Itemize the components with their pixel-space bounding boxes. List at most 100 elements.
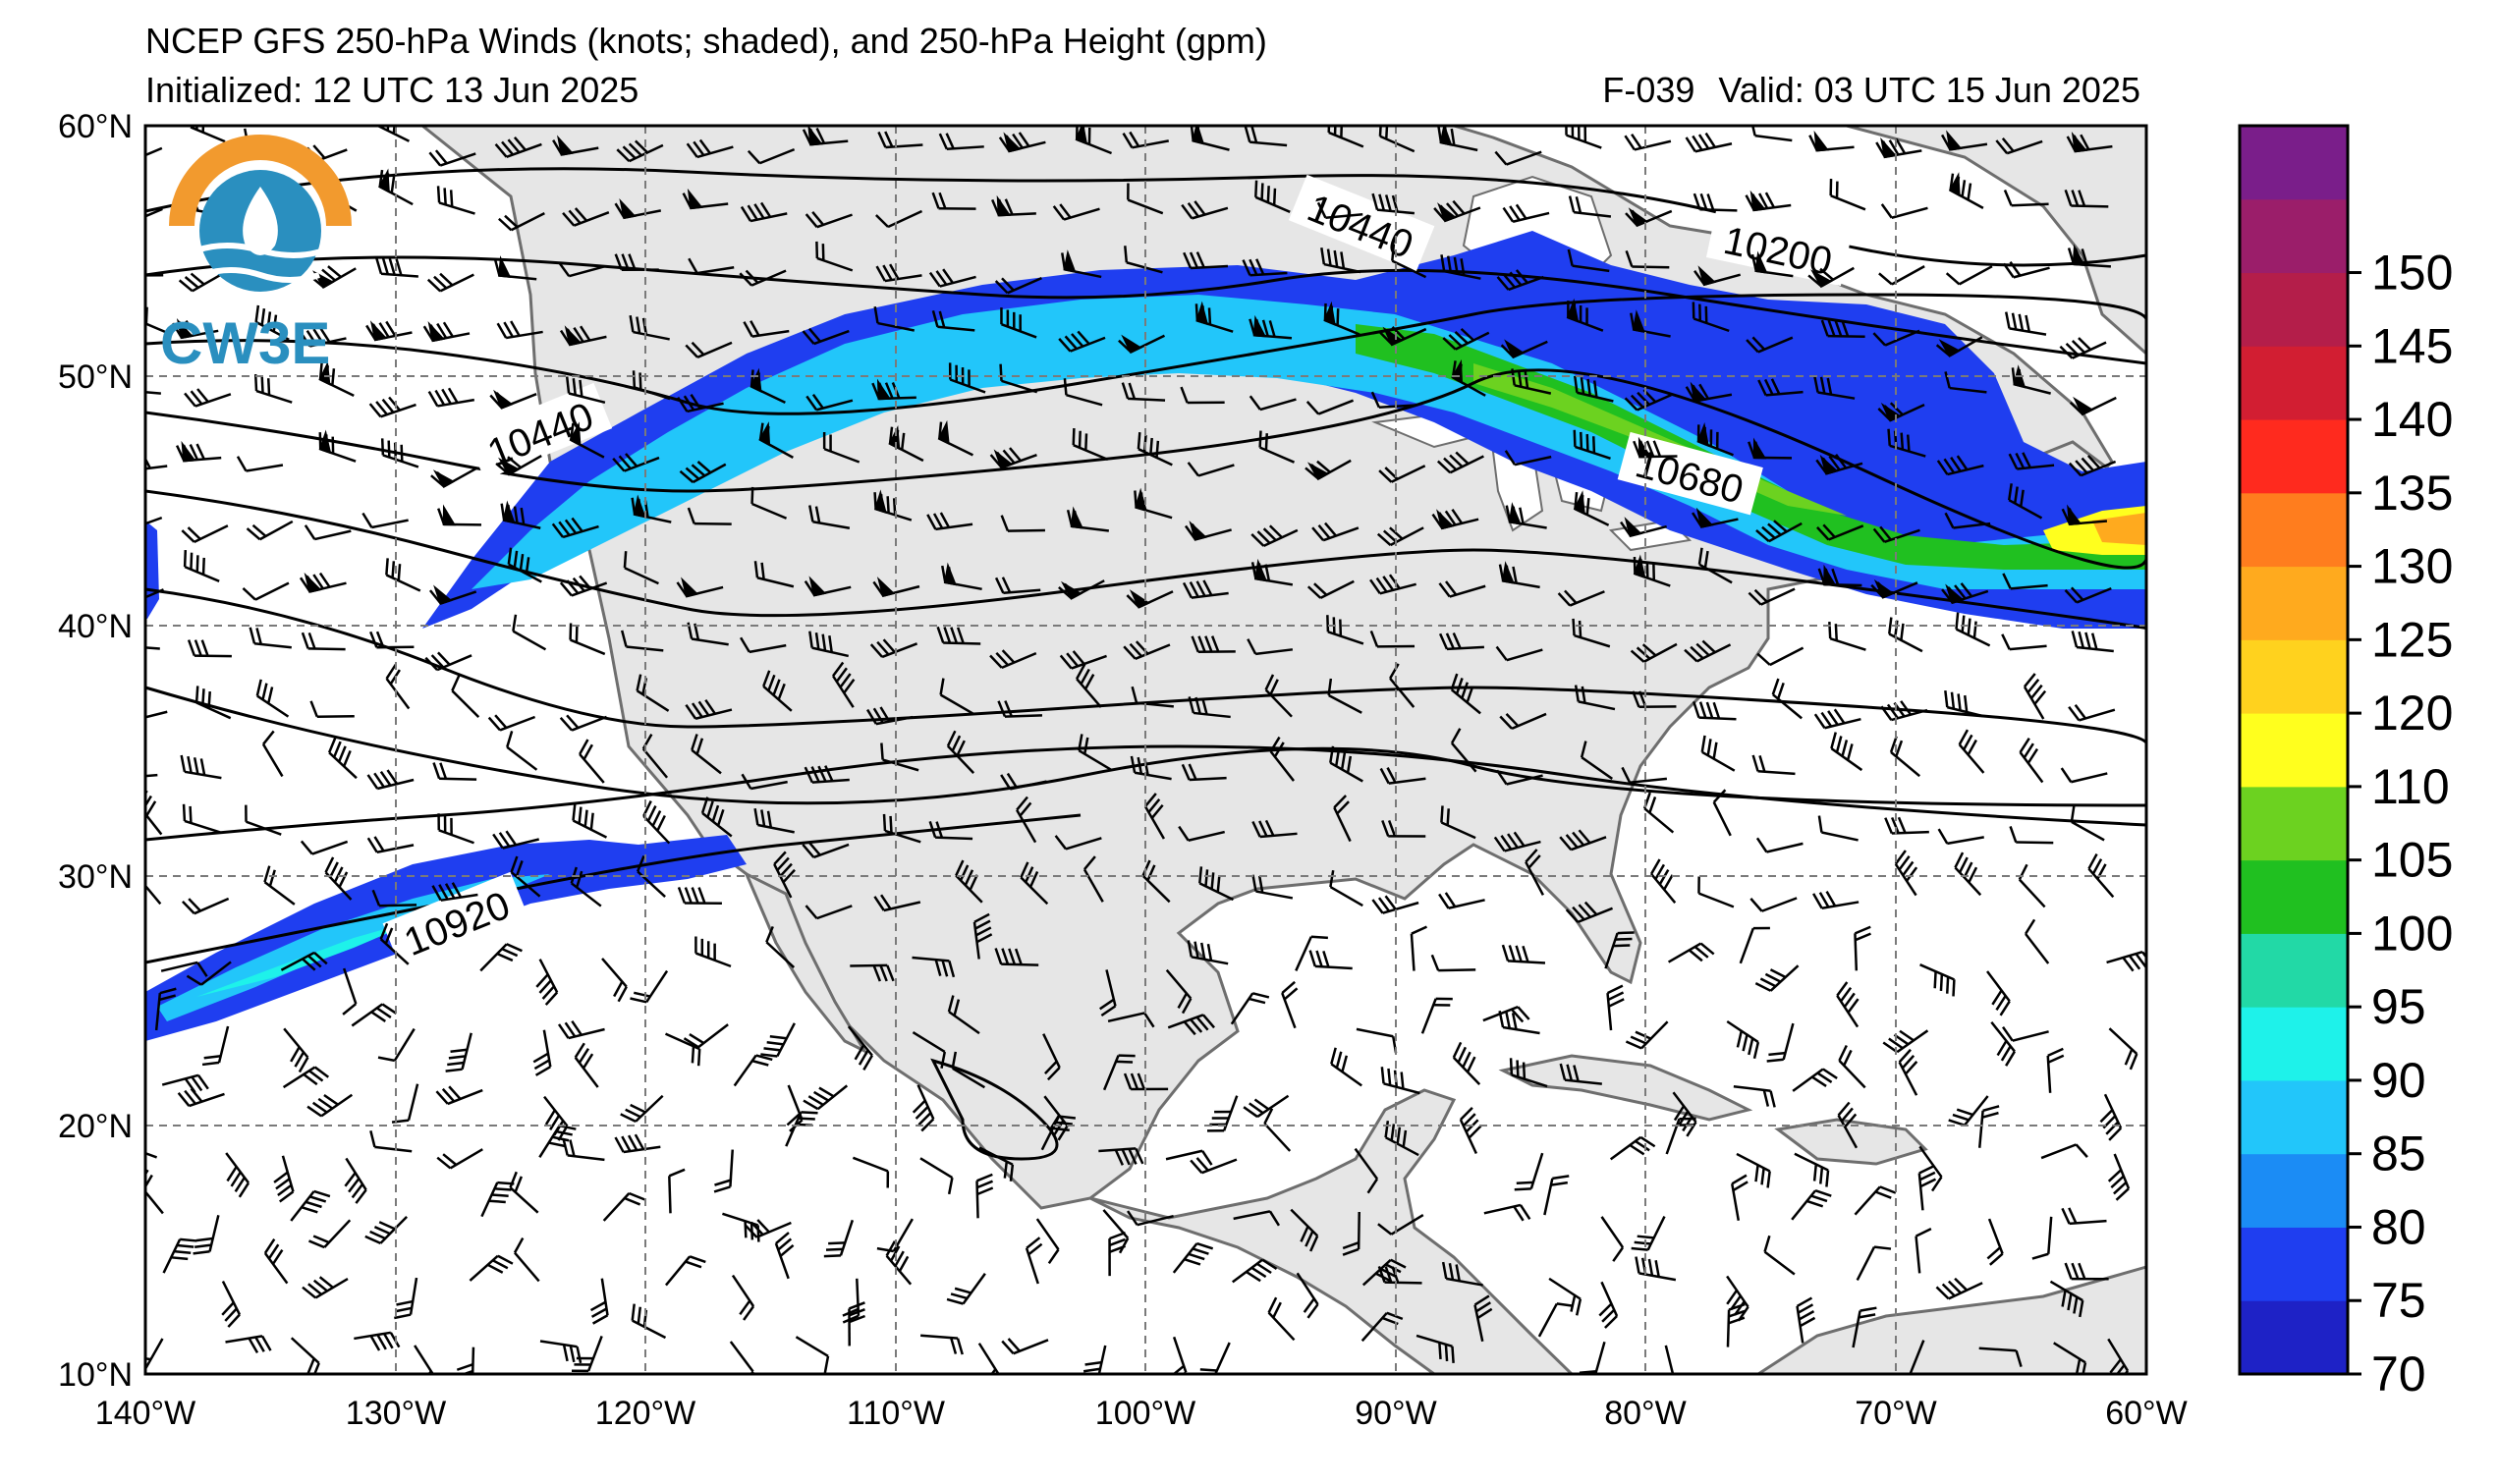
wind-barb xyxy=(1433,199,1481,223)
wind-barb xyxy=(1792,1068,1838,1092)
wind-barb xyxy=(1700,735,1736,772)
wind-barb xyxy=(145,860,162,906)
colorbar-tick-label: 75 xyxy=(2371,1273,2426,1328)
wind-barb xyxy=(1059,650,1107,670)
wind-barb xyxy=(1342,1211,1360,1256)
wind-barb xyxy=(1574,685,1616,711)
wind-barb xyxy=(391,1083,419,1124)
wind-barb xyxy=(677,393,724,413)
wind-barb xyxy=(424,651,472,672)
wind-barb xyxy=(1836,981,1860,1028)
wind-barb xyxy=(743,320,790,338)
wind-barb xyxy=(1754,964,1800,992)
wind-barb xyxy=(1813,375,1856,400)
wind-barb xyxy=(1102,1054,1136,1091)
wind-barb xyxy=(928,268,976,288)
wind-barb xyxy=(1958,729,1985,774)
wind-barb xyxy=(1459,1106,1482,1155)
wind-barb xyxy=(559,575,608,597)
wind-barb xyxy=(939,678,974,715)
wind-barb xyxy=(1258,430,1296,464)
wind-barb xyxy=(931,192,976,210)
contour xyxy=(930,1058,1059,1161)
wind-barb xyxy=(428,584,477,605)
wind-barb xyxy=(1736,1152,1771,1188)
wind-barb xyxy=(871,378,916,401)
wind-barb xyxy=(437,813,474,845)
wind-barb xyxy=(1936,455,1984,476)
wind-barb xyxy=(1624,133,1672,151)
wind-barb xyxy=(1107,1012,1155,1028)
wind-barb xyxy=(1190,1157,1238,1175)
wind-barb xyxy=(1430,954,1476,972)
graticule xyxy=(145,126,2146,1374)
wind-barb xyxy=(1311,522,1360,542)
wind-barb xyxy=(1620,517,1667,538)
wind-barb xyxy=(2107,1153,2131,1201)
wind-barb xyxy=(1190,126,1230,151)
wind-barb xyxy=(614,197,662,220)
wind-barb xyxy=(815,241,854,272)
wind-barb xyxy=(850,963,895,982)
wind-barb xyxy=(1131,686,1174,708)
wind-barb xyxy=(875,263,922,283)
wind-barb xyxy=(1187,462,1235,477)
wind-barb xyxy=(1016,796,1037,844)
lon-label: 100°W xyxy=(1095,1395,1195,1432)
wind-barb xyxy=(1808,130,1855,152)
wind-barb xyxy=(1696,422,1734,457)
wind-barb xyxy=(1483,1203,1531,1222)
wind-barb xyxy=(1880,700,1928,722)
wind-barb xyxy=(1756,646,1804,667)
wind-barb xyxy=(1494,150,1542,166)
land-south-america xyxy=(1755,1265,2146,1374)
wind-barb xyxy=(1796,1296,1816,1344)
wind-barb xyxy=(2001,1025,2049,1042)
wind-barb xyxy=(686,138,734,159)
wind-barb xyxy=(430,467,477,488)
wind-barb xyxy=(1180,386,1225,405)
wind-barb xyxy=(1509,1058,1548,1088)
wind-barb xyxy=(1371,895,1419,914)
wind-barb xyxy=(852,1156,890,1188)
wind-barb xyxy=(422,321,471,343)
wind-barb xyxy=(344,1157,367,1204)
wind-barb xyxy=(1082,1345,1107,1374)
wind-barb xyxy=(1194,301,1234,333)
wind-barb xyxy=(1945,265,1993,286)
wind-barb xyxy=(804,576,852,597)
wind-barb xyxy=(848,1301,865,1347)
wind-barb xyxy=(1499,712,1547,731)
wind-barb xyxy=(1172,1241,1214,1274)
wind-barb xyxy=(1381,819,1426,838)
wind-barb xyxy=(255,679,290,718)
wind-barb xyxy=(509,1171,539,1214)
wind-barb xyxy=(532,1029,552,1076)
wind-barb xyxy=(1977,1105,2000,1148)
land-labrador xyxy=(1846,126,2146,357)
wind-barb xyxy=(1306,579,1355,600)
wind-barb xyxy=(1054,835,1102,851)
wind-barb xyxy=(1816,523,1864,541)
wind-barb xyxy=(495,454,542,476)
wind-barb xyxy=(989,447,1037,469)
wind-barb xyxy=(630,969,669,1004)
wind-barb xyxy=(184,388,232,408)
wind-barb xyxy=(496,320,543,340)
wind-barb xyxy=(1165,1149,1213,1166)
wind-barb xyxy=(1733,1084,1776,1108)
wind-barb xyxy=(822,432,860,464)
wind-barb xyxy=(685,341,733,358)
land-cuba xyxy=(1498,1054,1753,1122)
wind-barb xyxy=(1181,763,1227,782)
wind-barb xyxy=(999,363,1038,394)
wind-barb xyxy=(1573,429,1611,461)
wind-barb xyxy=(2004,311,2047,336)
wind-barb xyxy=(2071,631,2114,653)
wind-barb xyxy=(1250,524,1299,548)
contour-label-box xyxy=(466,382,613,480)
wind-barb xyxy=(1692,507,1739,528)
wind-barb xyxy=(1182,579,1229,599)
wind-barb xyxy=(873,305,916,332)
wind-barb xyxy=(1269,736,1296,782)
